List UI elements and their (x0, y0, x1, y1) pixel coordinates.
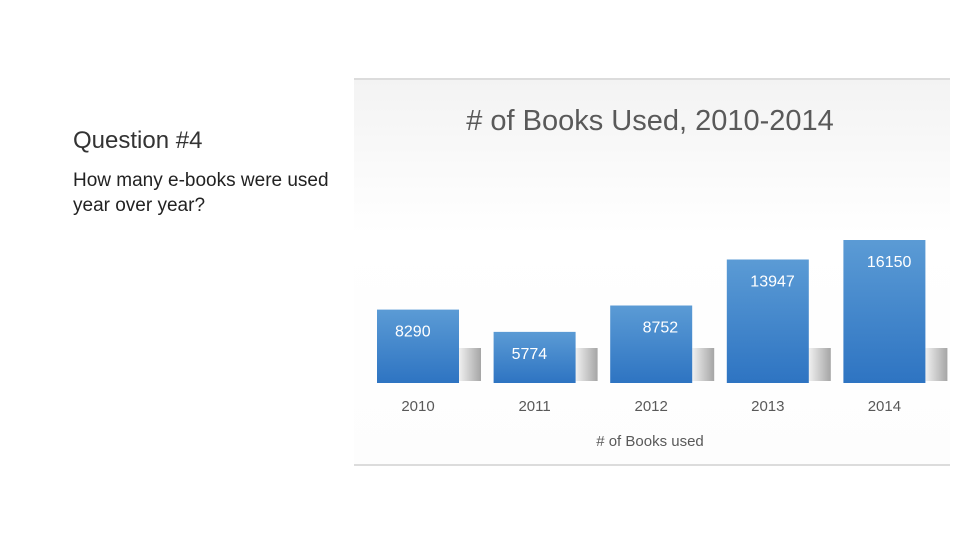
bar-shadow (455, 348, 481, 381)
question-title: Question #4 (73, 127, 203, 154)
chart-title: # of Books Used, 2010-2014 (466, 105, 834, 137)
bar-shadow (571, 348, 598, 381)
chart-container: # of Books Used, 2010-2014 8290 2010 5774 2… (354, 78, 950, 466)
bar-2011 (493, 331, 576, 383)
bar-2010 (377, 309, 459, 383)
bar-shadow (921, 348, 948, 381)
data-label-2011: 5774 (512, 346, 548, 363)
bar-2012 (610, 305, 693, 383)
data-label-2013: 13947 (750, 274, 795, 291)
bar-chart: # of Books Used, 2010-2014 8290 2010 5774 2… (377, 105, 948, 450)
x-tick-label: 2013 (751, 398, 784, 415)
bar-2014 (843, 240, 926, 383)
data-label-2012: 8752 (643, 320, 679, 337)
legend-entry: # of Books used (596, 433, 704, 450)
bar-2013 (726, 259, 809, 383)
x-tick-label: 2012 (635, 398, 668, 415)
x-tick-label: 2010 (401, 398, 434, 415)
bar-shadow (688, 348, 715, 381)
data-label-2014: 16150 (867, 254, 912, 271)
question-text: How many e-books were used year over yea… (73, 170, 329, 216)
data-label-2010: 8290 (395, 324, 431, 341)
x-tick-label: 2014 (868, 398, 901, 415)
bar-shadow (804, 348, 831, 381)
x-tick-label: 2011 (518, 398, 550, 415)
